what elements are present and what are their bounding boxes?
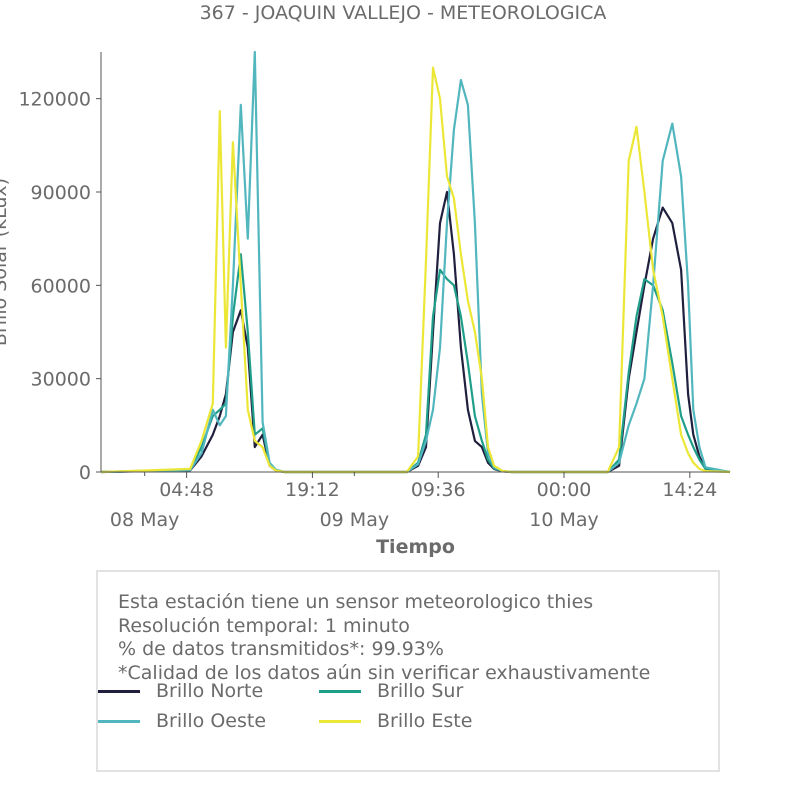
x-tick-label: 00:00 [537, 479, 592, 501]
x-tick-label: 19:12 [285, 479, 340, 501]
x-date-label: 09 May [320, 509, 390, 531]
y-tick-label: 90000 [31, 182, 91, 204]
info-resolution: Resolución temporal: 1 minuto [118, 615, 410, 637]
x-axis-label: Tiempo [376, 536, 455, 558]
series-layer [100, 50, 731, 474]
axes-layer: 0 30000 60000 90000 120000 04:48 19:12 09:36 00:… [0, 52, 730, 558]
y-tick-label: 60000 [31, 275, 91, 297]
series-line-2 [100, 253, 731, 474]
info-box: Esta estación tiene un sensor meteorolog… [96, 570, 720, 772]
legend-item-brillo-oeste: Brillo Oeste [98, 710, 266, 732]
legend-label: Brillo Norte [156, 680, 264, 702]
y-axis-label: Brillo Solar (kLux) [0, 178, 11, 346]
x-date-label: 08 May [110, 509, 180, 531]
x-tick-label: 04:48 [159, 479, 214, 501]
series-line-3 [100, 50, 731, 474]
legend-label: Brillo Este [377, 710, 473, 732]
chart-title: 367 - JOAQUIN VALLEJO - METEOROLOGICA [199, 2, 607, 24]
series-line-4 [100, 66, 731, 474]
legend-swatch [319, 719, 361, 723]
legend-label: Brillo Sur [377, 680, 464, 702]
legend-item-brillo-norte: Brillo Norte [98, 680, 263, 702]
info-transmitted: % de datos transmitidos*: 99.93% [118, 638, 444, 660]
y-tick-label: 120000 [18, 89, 91, 111]
info-station: Esta estación tiene un sensor meteorolog… [118, 591, 594, 613]
x-tick-label: 09:36 [411, 479, 466, 501]
series-line-1 [100, 190, 731, 474]
legend-swatch [319, 689, 361, 693]
y-tick-label: 30000 [31, 369, 91, 391]
line-chart: 0 30000 60000 90000 120000 04:48 19:12 09:36 00:… [0, 50, 731, 558]
legend-item-brillo-este: Brillo Este [319, 710, 472, 732]
x-date-label: 10 May [529, 509, 599, 531]
legend-swatch [98, 689, 140, 693]
legend-swatch [98, 719, 140, 723]
info-quality-note: *Calidad de los datos aún sin verificar … [118, 662, 651, 684]
x-tick-label: 14:24 [662, 479, 717, 501]
legend-label: Brillo Oeste [156, 710, 267, 732]
y-tick-label: 0 [79, 462, 91, 484]
legend-item-brillo-sur: Brillo Sur [319, 680, 463, 702]
